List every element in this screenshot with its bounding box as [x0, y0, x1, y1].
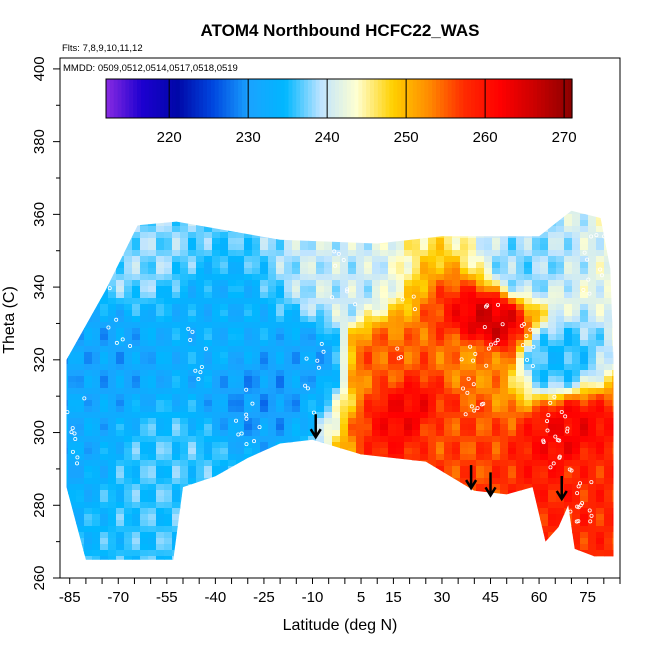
y-tick-label: 320: [31, 347, 48, 372]
arrow-marker: [555, 476, 568, 502]
observation-points: [60, 233, 607, 524]
x-tick-label: -25: [253, 589, 275, 606]
dates-note: MMDD: 0509,0512,0514,0517,0518,0519: [63, 63, 238, 74]
x-tick-label: 75: [579, 589, 596, 606]
arrow-marker: [309, 414, 322, 440]
y-axis-label: Theta (C): [1, 286, 18, 354]
x-tick-label: -55: [156, 589, 178, 606]
x-tick-label: 15: [385, 589, 402, 606]
colorbar-tick-label: 260: [473, 129, 498, 146]
x-tick-label: 45: [482, 589, 499, 606]
arrow-markers: [309, 414, 568, 502]
colorbar-tick-label: 250: [394, 129, 419, 146]
y-tick-label: 340: [31, 275, 48, 300]
y-tick-label: 400: [31, 56, 48, 81]
y-tick-label: 300: [31, 420, 48, 445]
chart-title: ATOM4 Northbound HCFC22_WAS: [201, 21, 480, 40]
colorbar-tick-label: 270: [552, 129, 577, 146]
plot-frame: [59, 57, 621, 579]
x-axis: -85 -70 -55 -40 -25 -10 5 15 30 45 60 75: [59, 578, 621, 606]
arrow-marker: [484, 472, 497, 498]
y-tick-label: 260: [31, 565, 48, 590]
y-tick-label: 380: [31, 129, 48, 154]
x-tick-label: -70: [107, 589, 129, 606]
colorbar-tick-label: 220: [157, 129, 182, 146]
x-tick-label: -40: [205, 589, 227, 606]
x-tick-label: 5: [357, 589, 365, 606]
colorbar: 220 230 240 250 260 270: [105, 78, 577, 146]
y-axis: 260 280 300 320 340 360 380 400: [31, 56, 60, 591]
colorbar-tick-label: 230: [236, 129, 261, 146]
arrow-marker: [465, 465, 478, 491]
x-tick-label: -85: [59, 589, 81, 606]
heatmap-field: [66, 210, 614, 560]
x-tick-label: -10: [302, 589, 324, 606]
y-tick-label: 360: [31, 202, 48, 227]
flights-note: Flts: 7,8,9,10,11,12: [62, 43, 143, 54]
colorbar-tick-label: 240: [315, 129, 340, 146]
y-tick-label: 280: [31, 493, 48, 518]
x-axis-label: Latitude (deg N): [283, 617, 398, 634]
x-tick-label: 30: [434, 589, 451, 606]
x-tick-label: 60: [531, 589, 548, 606]
